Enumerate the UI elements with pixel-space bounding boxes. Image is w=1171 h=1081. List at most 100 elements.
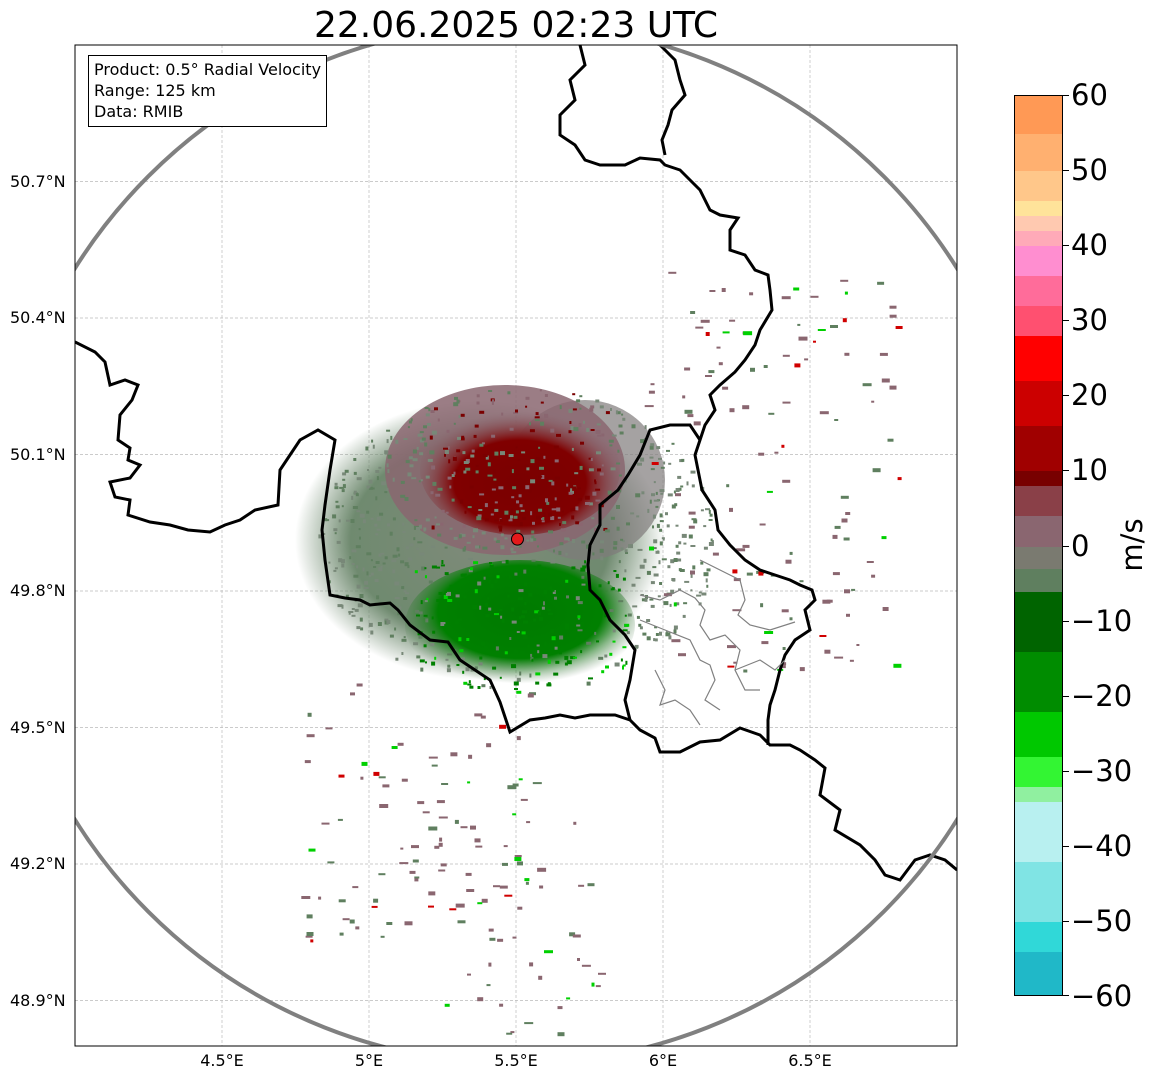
echo-speck bbox=[550, 428, 555, 433]
echo-speck bbox=[531, 530, 535, 534]
echo-speck bbox=[541, 606, 545, 610]
echo-speck bbox=[434, 656, 437, 660]
echo-speck bbox=[673, 490, 676, 494]
echo-speck bbox=[591, 517, 595, 520]
echo-speck bbox=[564, 655, 569, 660]
echo-speck bbox=[306, 734, 315, 738]
echo-speck bbox=[467, 557, 473, 560]
colorbar-segment bbox=[1015, 246, 1062, 277]
echo-speck bbox=[537, 867, 547, 872]
echo-speck bbox=[574, 579, 578, 582]
echo-speck bbox=[572, 643, 576, 647]
echo-speck bbox=[439, 837, 443, 842]
echo-speck bbox=[684, 367, 691, 371]
echo-speck bbox=[359, 513, 365, 518]
echo-speck bbox=[378, 776, 386, 779]
echo-speck bbox=[763, 365, 768, 368]
colorbar-tick-mark bbox=[1063, 95, 1069, 96]
echo-speck bbox=[404, 497, 409, 501]
echo-speck bbox=[556, 507, 561, 512]
echo-speck bbox=[764, 631, 774, 634]
echo-speck bbox=[457, 920, 466, 924]
echo-speck bbox=[425, 413, 430, 417]
echo-speck bbox=[539, 885, 544, 889]
echo-speck bbox=[618, 424, 623, 428]
echo-speck bbox=[485, 455, 489, 460]
echo-speck bbox=[363, 587, 369, 589]
lon-tick-label: 5.5°E bbox=[494, 1051, 538, 1070]
echo-speck bbox=[475, 845, 483, 848]
echo-speck bbox=[572, 393, 576, 396]
echo-speck bbox=[519, 504, 523, 508]
echo-speck bbox=[579, 632, 582, 635]
echo-speck bbox=[470, 454, 475, 458]
echo-speck bbox=[580, 650, 583, 654]
echo-speck bbox=[359, 536, 361, 540]
echo-speck bbox=[421, 566, 426, 571]
echo-speck bbox=[543, 455, 546, 459]
echo-speck bbox=[543, 601, 545, 606]
echo-speck bbox=[622, 646, 627, 649]
echo-speck bbox=[671, 504, 676, 509]
echo-speck bbox=[532, 782, 542, 785]
echo-speck bbox=[565, 552, 568, 556]
echo-speck bbox=[534, 610, 540, 614]
echo-speck bbox=[595, 499, 601, 502]
echo-speck bbox=[625, 552, 628, 554]
echo-speck bbox=[434, 516, 437, 519]
echo-speck bbox=[441, 560, 444, 564]
echo-speck bbox=[613, 541, 618, 546]
echo-speck bbox=[561, 510, 564, 513]
admin-border-1 bbox=[699, 559, 796, 631]
echo-speck bbox=[408, 420, 412, 424]
echo-speck bbox=[673, 625, 678, 630]
echo-speck bbox=[642, 632, 647, 636]
echo-speck bbox=[421, 437, 426, 441]
echo-speck bbox=[440, 564, 445, 567]
echo-speck bbox=[659, 541, 663, 546]
echo-speck bbox=[581, 583, 586, 586]
echo-speck bbox=[732, 569, 738, 574]
echo-speck bbox=[681, 533, 687, 538]
echo-speck bbox=[342, 484, 346, 489]
echo-speck bbox=[609, 444, 613, 447]
product-label: Product: 0.5° Radial Velocity bbox=[94, 60, 322, 79]
echo-speck bbox=[622, 665, 624, 670]
echo-speck bbox=[384, 450, 389, 455]
echo-speck bbox=[366, 571, 369, 576]
echo-speck bbox=[595, 399, 600, 403]
echo-speck bbox=[616, 526, 620, 531]
echo-speck bbox=[618, 560, 621, 564]
echo-speck bbox=[410, 418, 413, 422]
echo-speck bbox=[889, 314, 897, 318]
echo-speck bbox=[595, 429, 601, 434]
echo-speck bbox=[639, 564, 645, 569]
echo-speck bbox=[369, 487, 375, 490]
echo-speck bbox=[761, 641, 769, 645]
echo-speck bbox=[618, 489, 622, 493]
echo-speck bbox=[588, 468, 594, 472]
echo-speck bbox=[371, 439, 374, 443]
echo-speck bbox=[516, 690, 522, 694]
echo-speck bbox=[462, 451, 466, 455]
echo-speck bbox=[400, 494, 406, 498]
echo-speck bbox=[722, 331, 730, 334]
echo-speck bbox=[529, 673, 532, 678]
echo-speck bbox=[505, 559, 509, 564]
echo-speck bbox=[431, 661, 436, 666]
echo-speck bbox=[376, 595, 380, 600]
echo-speck bbox=[437, 524, 440, 527]
echo-speck bbox=[656, 523, 660, 528]
echo-speck bbox=[399, 862, 409, 865]
echo-speck bbox=[670, 559, 675, 564]
echo-speck bbox=[419, 552, 425, 556]
echo-speck bbox=[419, 659, 425, 663]
echo-speck bbox=[334, 532, 337, 535]
echo-speck bbox=[443, 595, 448, 599]
echo-speck bbox=[844, 291, 848, 295]
echo-speck bbox=[781, 444, 785, 448]
echo-speck bbox=[483, 677, 486, 681]
echo-speck bbox=[499, 609, 503, 611]
echo-speck bbox=[416, 655, 421, 659]
echo-speck bbox=[445, 511, 449, 514]
